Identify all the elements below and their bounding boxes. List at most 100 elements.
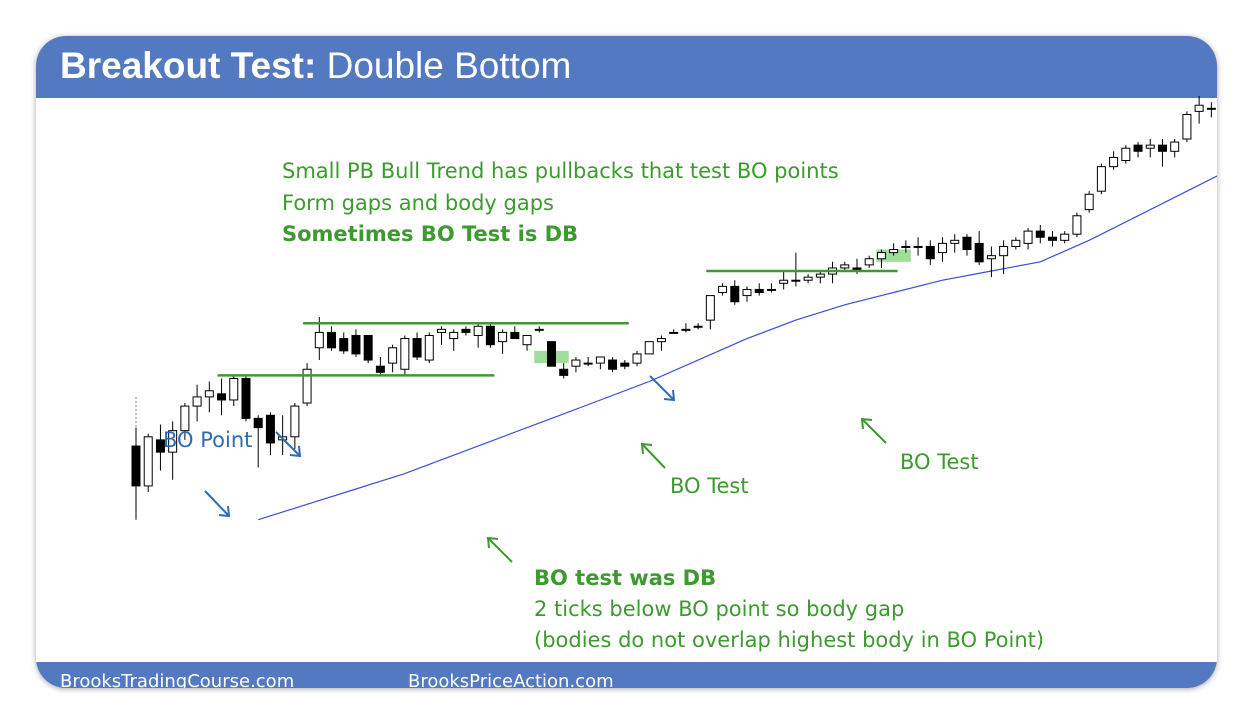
- annotation-bo-point: BO Point: [163, 428, 252, 452]
- bull-candle-body: [1170, 141, 1180, 152]
- bear-candle-body: [1157, 144, 1167, 152]
- bull-candle-body: [644, 341, 654, 355]
- candlestick-bar: [779, 271, 789, 290]
- arrow-icon: [204, 490, 231, 518]
- bull-candle-body: [718, 285, 728, 294]
- candlestick-bar: [1157, 139, 1167, 167]
- candlestick-bar: [498, 329, 508, 354]
- candlestick-bar: [449, 329, 459, 351]
- annotation-top-line2: Form gaps and body gaps: [282, 191, 554, 215]
- candlestick-bar: [656, 335, 666, 351]
- candlestick-bar: [754, 283, 764, 296]
- bear-candle-body: [620, 362, 630, 367]
- breakout-lines-layer: [217, 269, 898, 377]
- candlestick-bar: [1145, 139, 1155, 158]
- candlestick-bar: [217, 378, 227, 416]
- candlestick-bar: [986, 246, 996, 278]
- bull-candle-body: [742, 288, 752, 297]
- arrow-icon: [860, 417, 887, 444]
- candlestick-bar: [375, 356, 385, 376]
- bull-candle-body: [632, 353, 642, 364]
- candlestick-bar: [876, 249, 886, 268]
- bull-candle-body: [791, 279, 801, 282]
- candlestick-bar: [608, 356, 618, 373]
- candlestick-bar: [632, 350, 642, 367]
- candlestick-bar: [510, 326, 520, 340]
- bull-candle-body: [192, 396, 202, 407]
- candlestick-bar: [339, 332, 349, 354]
- candlestick-bar: [595, 356, 605, 370]
- bear-candle-body: [1035, 230, 1045, 238]
- bull-candle-body: [1084, 193, 1094, 211]
- candlestick-bar: [803, 274, 813, 284]
- bull-candle-body: [815, 273, 825, 278]
- bull-candle-body: [1023, 230, 1033, 244]
- candlestick-bar: [1060, 231, 1070, 244]
- annotation-bo-test-mid: BO Test: [670, 474, 749, 498]
- footer-right-link[interactable]: BrooksPriceAction.com: [408, 671, 614, 689]
- candlestick-bar: [388, 344, 398, 373]
- candlestick-bar: [1035, 224, 1045, 244]
- bear-candle-body: [546, 341, 556, 367]
- bull-candle-body: [314, 331, 324, 349]
- bear-candle-body: [412, 338, 422, 358]
- bear-candle-body: [962, 236, 972, 251]
- footer-left-link[interactable]: BrooksTradingCourse.com: [60, 671, 295, 689]
- bear-candle-body: [559, 368, 569, 376]
- bull-candle-body: [938, 242, 948, 254]
- candlestick-bar: [669, 329, 679, 334]
- bull-candle-body: [864, 258, 874, 266]
- bull-candle-body: [143, 436, 153, 487]
- candlestick-bar: [400, 335, 410, 376]
- candlestick-bar: [730, 280, 740, 305]
- slide: Breakout Test: Double Bottom: [36, 36, 1217, 688]
- candlestick-bar: [461, 326, 471, 336]
- bull-candle-body: [583, 362, 593, 365]
- candlestick-bar: [620, 360, 630, 370]
- bear-candle-body: [608, 359, 618, 370]
- bear-candle-body: [485, 325, 495, 346]
- candlestick-bar: [155, 424, 165, 471]
- bull-candle-body: [290, 405, 300, 438]
- candlestick-bar: [644, 341, 654, 355]
- candlestick-bar: [1206, 102, 1216, 118]
- bear-candle-body: [375, 365, 385, 373]
- bull-candle-body: [1060, 233, 1070, 241]
- bull-candle-body: [1096, 166, 1106, 192]
- bull-candle-body: [1011, 239, 1021, 247]
- bear-candle-body: [1133, 144, 1143, 152]
- candlestick-bar: [864, 255, 874, 268]
- chart: Small PB Bull Trend has pullbacks that t…: [131, 96, 1217, 652]
- slide-title-bold: Breakout Test:: [60, 45, 317, 86]
- bull-candle-body: [779, 279, 789, 284]
- bear-candle-body: [730, 285, 740, 303]
- bull-candle-body: [705, 295, 715, 321]
- candlestick-bar: [1121, 145, 1131, 164]
- annotation-bottom-line3: (bodies do not overlap highest body in B…: [534, 628, 1044, 652]
- bull-candle-body: [950, 239, 960, 244]
- candlestick-bar: [925, 240, 935, 265]
- candlestick-bar: [265, 412, 275, 456]
- arrow-layer: [204, 375, 887, 563]
- bull-candle-body: [522, 334, 532, 346]
- candlestick-bar: [766, 283, 776, 293]
- title-bar: Breakout Test: Double Bottom: [36, 36, 1217, 98]
- bear-candle-body: [363, 334, 373, 361]
- bull-candle-body: [449, 331, 459, 340]
- candlestick-bar: [1096, 163, 1106, 195]
- candlestick-bar: [1109, 151, 1119, 170]
- bull-candle-body: [595, 356, 605, 364]
- annotation-bottom-line2: 2 ticks below BO point so body gap: [534, 597, 904, 621]
- candlestick-bar: [327, 326, 337, 351]
- bear-candle-body: [351, 334, 361, 355]
- bear-candle-body: [461, 328, 471, 333]
- candlestick-bar: [962, 234, 972, 256]
- candlestick-bar: [534, 326, 544, 333]
- bull-candle-body: [168, 430, 178, 453]
- candlestick-bar: [718, 283, 728, 296]
- bull-candle-body: [204, 390, 214, 398]
- candlestick-layer: [131, 96, 1216, 520]
- candlestick-bar: [571, 356, 581, 373]
- bear-candle-body: [131, 445, 141, 487]
- bear-candle-body: [155, 439, 165, 453]
